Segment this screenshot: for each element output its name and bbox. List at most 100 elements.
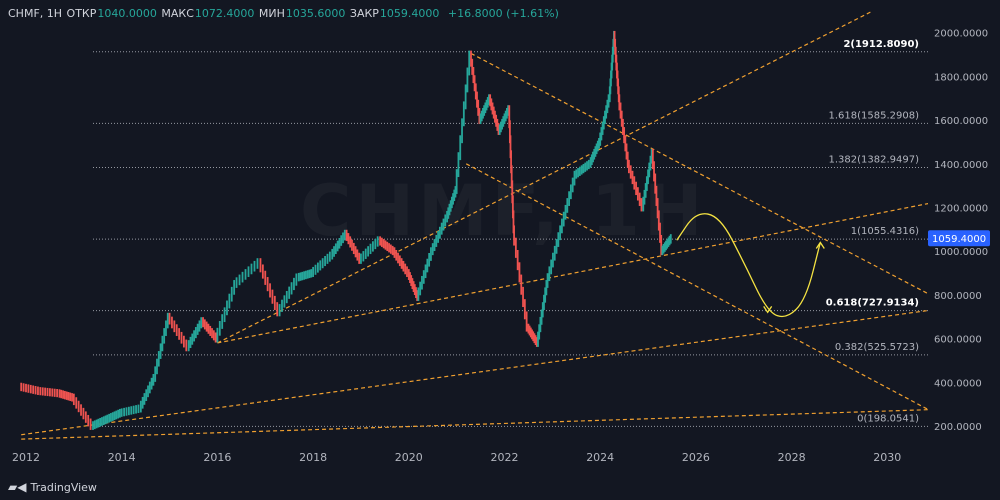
price-candle bbox=[161, 335, 164, 352]
price-candle bbox=[531, 329, 533, 340]
x-tick-label: 2012 bbox=[12, 451, 40, 464]
price-candle bbox=[462, 101, 465, 127]
y-tick-label: 1200.0000 bbox=[934, 204, 988, 215]
price-candle bbox=[290, 282, 293, 295]
price-candle bbox=[99, 417, 102, 427]
price-candle bbox=[336, 240, 339, 252]
price-candle bbox=[636, 187, 639, 201]
price-candle bbox=[492, 106, 495, 119]
price-candle bbox=[509, 135, 512, 159]
price-candle bbox=[71, 393, 73, 402]
brand-label[interactable]: TradingView bbox=[30, 480, 97, 494]
price-candle bbox=[173, 320, 176, 333]
price-candle bbox=[623, 127, 626, 144]
price-candle bbox=[352, 242, 355, 255]
y-tick-label: 1800.0000 bbox=[934, 72, 988, 83]
price-candle bbox=[101, 417, 103, 426]
price-candle bbox=[379, 236, 381, 246]
price-candle bbox=[62, 390, 64, 399]
price-candle bbox=[67, 392, 70, 401]
price-candle bbox=[473, 75, 476, 92]
price-candle bbox=[489, 94, 492, 107]
price-candle bbox=[413, 284, 416, 296]
trendline[interactable] bbox=[465, 163, 930, 411]
trendline[interactable] bbox=[21, 309, 930, 436]
price-candle bbox=[495, 114, 498, 127]
price-candle bbox=[147, 385, 149, 398]
price-candle bbox=[612, 38, 615, 55]
price-candle bbox=[49, 388, 51, 397]
price-candle bbox=[150, 377, 153, 390]
price-candle bbox=[178, 328, 181, 340]
price-candle bbox=[607, 94, 610, 108]
price-candle bbox=[656, 198, 659, 219]
price-candle bbox=[486, 97, 489, 108]
tradingview-logo-icon[interactable]: ▰◀ bbox=[8, 480, 27, 494]
price-candle bbox=[276, 302, 279, 317]
symbol-label[interactable]: CHMF, 1Н bbox=[8, 7, 63, 20]
price-candle bbox=[624, 135, 627, 152]
price-candle bbox=[46, 387, 49, 397]
price-candle bbox=[369, 243, 372, 255]
price-candle bbox=[608, 86, 611, 103]
price-candle bbox=[398, 255, 401, 267]
price-candle bbox=[474, 83, 477, 100]
trendline[interactable] bbox=[217, 10, 874, 344]
price-candle bbox=[362, 251, 365, 262]
price-candle bbox=[223, 307, 226, 323]
price-candle bbox=[430, 247, 432, 261]
price-candle bbox=[566, 198, 569, 213]
high-label: МАКС bbox=[161, 7, 194, 20]
trendline[interactable] bbox=[217, 202, 930, 344]
price-candle bbox=[108, 413, 111, 423]
low-value: 1035.6000 bbox=[285, 7, 346, 20]
price-candle bbox=[589, 157, 592, 168]
price-candle bbox=[407, 269, 410, 280]
arrow-up-icon bbox=[815, 241, 825, 249]
price-candle bbox=[498, 124, 501, 135]
price-candle bbox=[604, 110, 606, 125]
price-candle bbox=[415, 287, 417, 299]
price-candle bbox=[655, 185, 658, 206]
price-candle bbox=[212, 330, 215, 341]
price-candle bbox=[139, 400, 142, 413]
price-candle bbox=[218, 321, 221, 336]
price-candle bbox=[409, 272, 411, 283]
price-candle bbox=[119, 408, 121, 418]
y-tick-label: 1400.0000 bbox=[934, 160, 988, 171]
price-candle bbox=[657, 210, 660, 231]
price-candle bbox=[175, 324, 178, 336]
price-candle bbox=[666, 239, 669, 249]
price-candle bbox=[56, 389, 59, 398]
price-candle bbox=[198, 320, 201, 332]
price-candle bbox=[209, 325, 212, 336]
price-candle bbox=[221, 314, 224, 329]
price-candle bbox=[93, 420, 96, 430]
price-candle bbox=[571, 177, 574, 193]
price-candle bbox=[522, 286, 524, 308]
price-candle bbox=[580, 165, 583, 175]
price-candle bbox=[532, 331, 535, 342]
price-candle bbox=[106, 414, 109, 424]
price-candle bbox=[156, 358, 158, 375]
price-candle bbox=[433, 239, 436, 252]
price-candle bbox=[602, 116, 605, 130]
price-candle bbox=[643, 189, 646, 205]
trendline[interactable] bbox=[470, 52, 930, 295]
fib-level-label: 0(198.0541) bbox=[857, 413, 919, 424]
price-candle bbox=[490, 98, 493, 111]
price-candle bbox=[525, 311, 528, 332]
price-candle bbox=[75, 397, 78, 409]
price-candle bbox=[384, 240, 387, 250]
price-candle bbox=[180, 331, 183, 344]
price-candle bbox=[528, 325, 531, 336]
close-label: ЗАКР bbox=[349, 7, 379, 20]
price-candle bbox=[266, 277, 269, 292]
price-candle bbox=[306, 270, 309, 279]
price-candle bbox=[281, 299, 283, 312]
trendline[interactable] bbox=[21, 409, 930, 440]
price-candle bbox=[669, 234, 672, 244]
price-candle bbox=[562, 211, 565, 227]
price-candle bbox=[358, 252, 361, 264]
